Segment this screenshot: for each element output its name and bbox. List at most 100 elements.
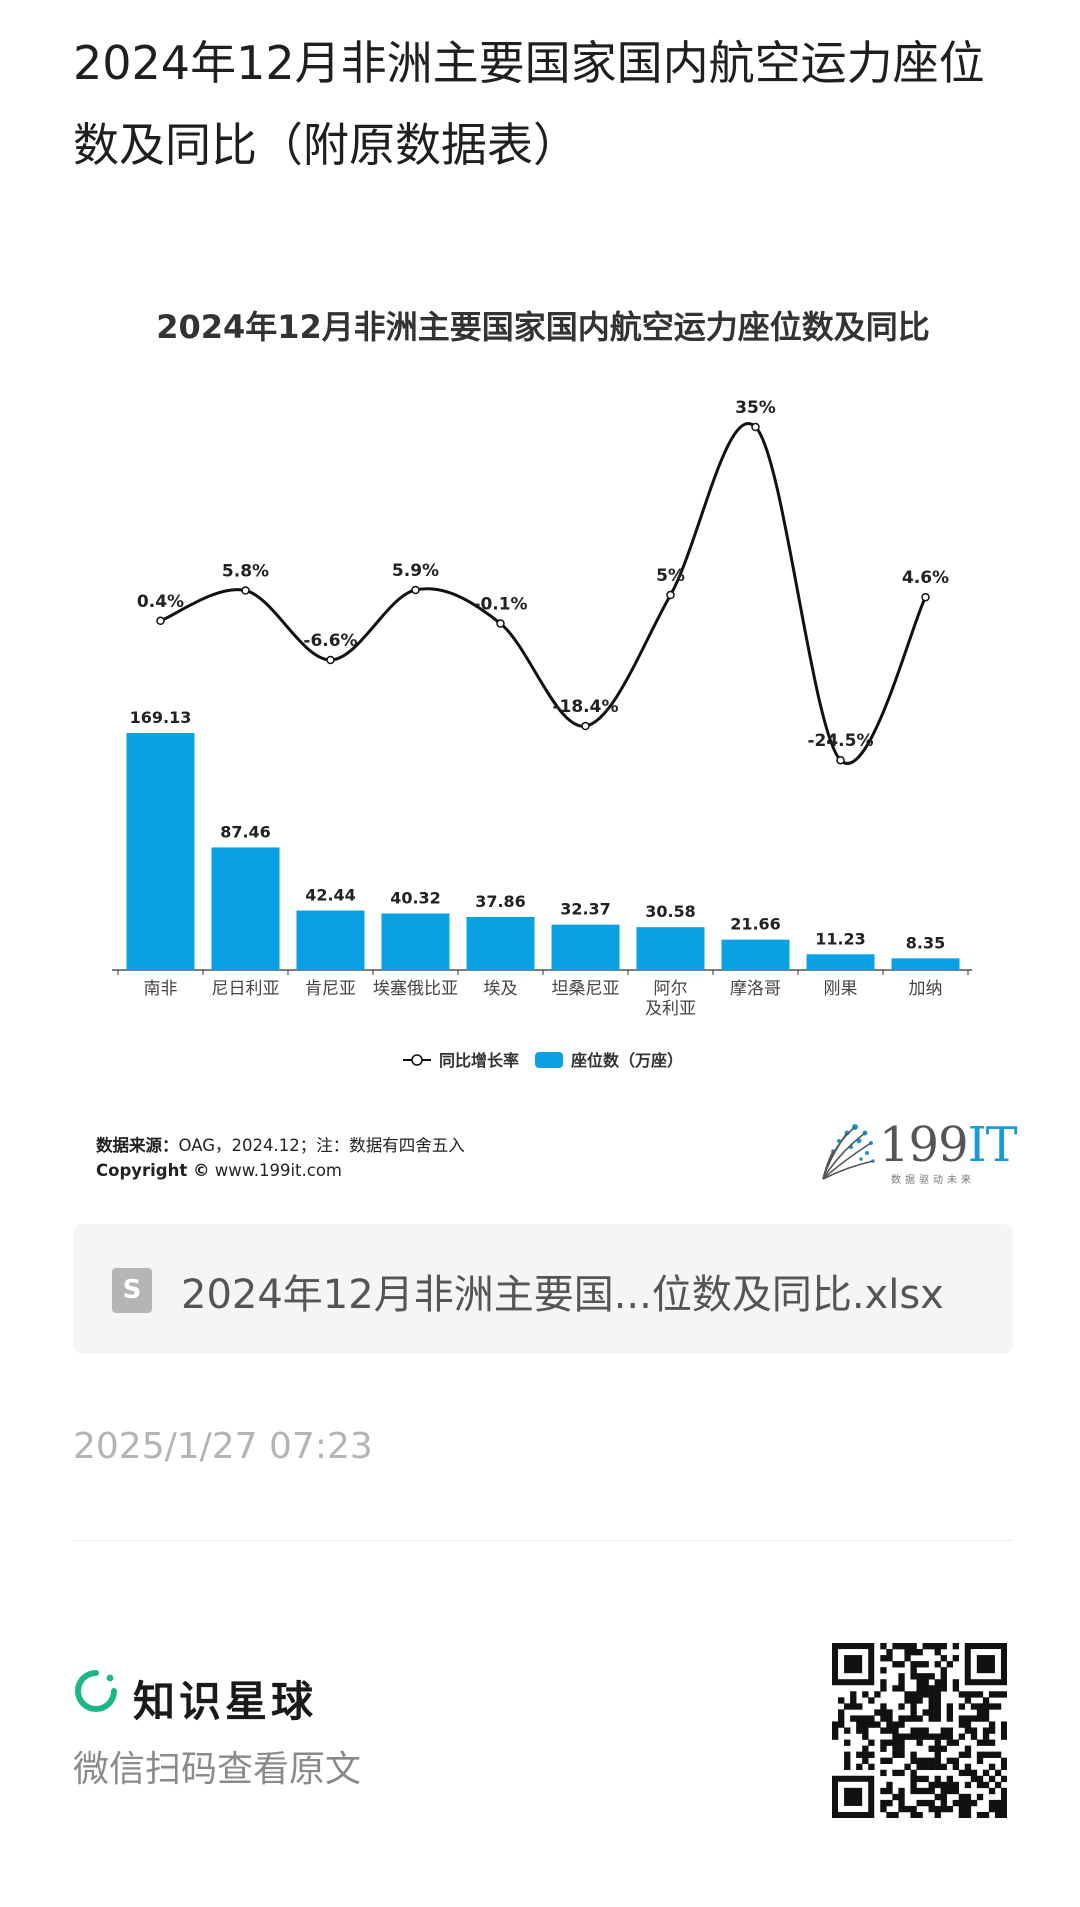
bar-南非 xyxy=(126,733,195,970)
qr-module xyxy=(952,1799,960,1807)
qr-module xyxy=(868,1763,875,1771)
qr-module xyxy=(994,1811,1002,1818)
qr-module xyxy=(946,1739,953,1746)
qr-module xyxy=(940,1799,947,1807)
growth-value-label: -18.4% xyxy=(552,697,618,717)
qr-module xyxy=(904,1805,911,1813)
qr-module xyxy=(922,1691,929,1698)
qr-module xyxy=(868,1739,875,1746)
qr-module xyxy=(886,1799,893,1807)
qr-module xyxy=(838,1697,845,1704)
qr-module xyxy=(910,1649,917,1656)
legend-line-marker xyxy=(411,1054,423,1066)
qr-module xyxy=(862,1733,869,1740)
qr-module xyxy=(988,1805,996,1813)
category-label: 刚果 xyxy=(824,979,858,999)
qr-module xyxy=(976,1775,984,1783)
growth-point xyxy=(156,616,165,626)
qr-module xyxy=(886,1727,893,1734)
qr-module xyxy=(844,1739,851,1746)
qr-module xyxy=(862,1751,869,1758)
qr-module xyxy=(844,1763,851,1771)
growth-value-label: 4.6% xyxy=(902,568,949,588)
attachment-name[interactable]: 2024年12月非洲主要国...位数及同比.xlsx xyxy=(181,1272,944,1318)
qr-module xyxy=(898,1661,905,1668)
qr-module xyxy=(964,1793,972,1801)
qr-module xyxy=(880,1679,887,1686)
qr-module xyxy=(1000,1691,1007,1698)
qr-module xyxy=(928,1787,935,1795)
qr-module xyxy=(958,1799,966,1807)
qr-module xyxy=(982,1709,990,1716)
qr-module xyxy=(898,1745,905,1752)
qr-module xyxy=(922,1661,929,1668)
bar-尼日利亚 xyxy=(211,847,280,970)
qr-module xyxy=(880,1739,887,1746)
qr-module xyxy=(934,1751,941,1758)
qr-module xyxy=(910,1805,917,1813)
qr-module xyxy=(898,1685,905,1692)
qr-module xyxy=(916,1763,923,1771)
qr-module xyxy=(958,1769,966,1777)
qr-code-icon[interactable] xyxy=(832,1643,1007,1818)
qr-module xyxy=(940,1793,947,1801)
legend-bar-swatch xyxy=(535,1052,563,1068)
bar-刚果 xyxy=(806,954,875,970)
qr-module xyxy=(844,1703,851,1710)
qr-module xyxy=(898,1643,905,1650)
bar-坦桑尼亚 xyxy=(551,924,620,970)
category-label: 南非 xyxy=(144,979,178,999)
qr-module xyxy=(880,1667,887,1674)
qr-module xyxy=(868,1697,875,1704)
qr-module xyxy=(958,1733,966,1740)
qr-module xyxy=(892,1745,899,1752)
category-label: 及利亚 xyxy=(645,999,696,1019)
qr-module xyxy=(934,1811,941,1818)
qr-module xyxy=(916,1775,923,1783)
growth-line xyxy=(159,422,927,765)
qr-module xyxy=(1000,1721,1007,1728)
qr-module xyxy=(934,1709,941,1716)
logo-number: 199 xyxy=(879,1117,969,1173)
qr-module xyxy=(892,1685,899,1692)
qr-module xyxy=(1000,1811,1007,1818)
attachment-card[interactable]: S 2024年12月非洲主要国...位数及同比.xlsx xyxy=(73,1224,1013,1354)
qr-module xyxy=(892,1769,899,1777)
qr-module xyxy=(958,1691,966,1698)
qr-module xyxy=(898,1715,905,1722)
qr-module xyxy=(958,1703,966,1710)
qr-module xyxy=(922,1643,929,1650)
qr-module xyxy=(886,1709,893,1716)
qr-module xyxy=(868,1721,875,1728)
qr-module xyxy=(964,1763,972,1771)
qr-module xyxy=(844,1655,863,1674)
qr-module xyxy=(898,1805,905,1813)
qr-module xyxy=(982,1751,990,1758)
qr-module xyxy=(982,1781,990,1789)
qr-module xyxy=(988,1727,996,1734)
qr-module xyxy=(916,1673,923,1680)
qr-module xyxy=(940,1733,947,1740)
category-label: 加纳 xyxy=(909,979,943,999)
qr-module xyxy=(940,1667,947,1674)
qr-module xyxy=(988,1739,996,1746)
bar-value-label: 11.23 xyxy=(815,929,866,948)
qr-module xyxy=(850,1697,857,1704)
growth-value-label: -0.1% xyxy=(473,595,527,615)
qr-module xyxy=(982,1811,990,1818)
qr-module xyxy=(946,1757,953,1764)
bar-埃及 xyxy=(466,916,535,970)
qr-module xyxy=(880,1643,887,1650)
qr-module xyxy=(916,1661,923,1668)
qr-module xyxy=(916,1697,923,1704)
qr-module xyxy=(904,1649,911,1656)
qr-module xyxy=(928,1709,935,1716)
qr-module xyxy=(904,1715,911,1722)
chart-card: 2024年12月非洲主要国家国内航空运力座位数及同比 169.13 87.46 42… xyxy=(73,260,1018,1220)
qr-module xyxy=(964,1715,972,1722)
qr-module xyxy=(970,1775,978,1783)
qr-module xyxy=(880,1655,887,1662)
qr-module xyxy=(904,1697,911,1704)
qr-module xyxy=(868,1751,875,1758)
qr-module xyxy=(976,1691,984,1698)
